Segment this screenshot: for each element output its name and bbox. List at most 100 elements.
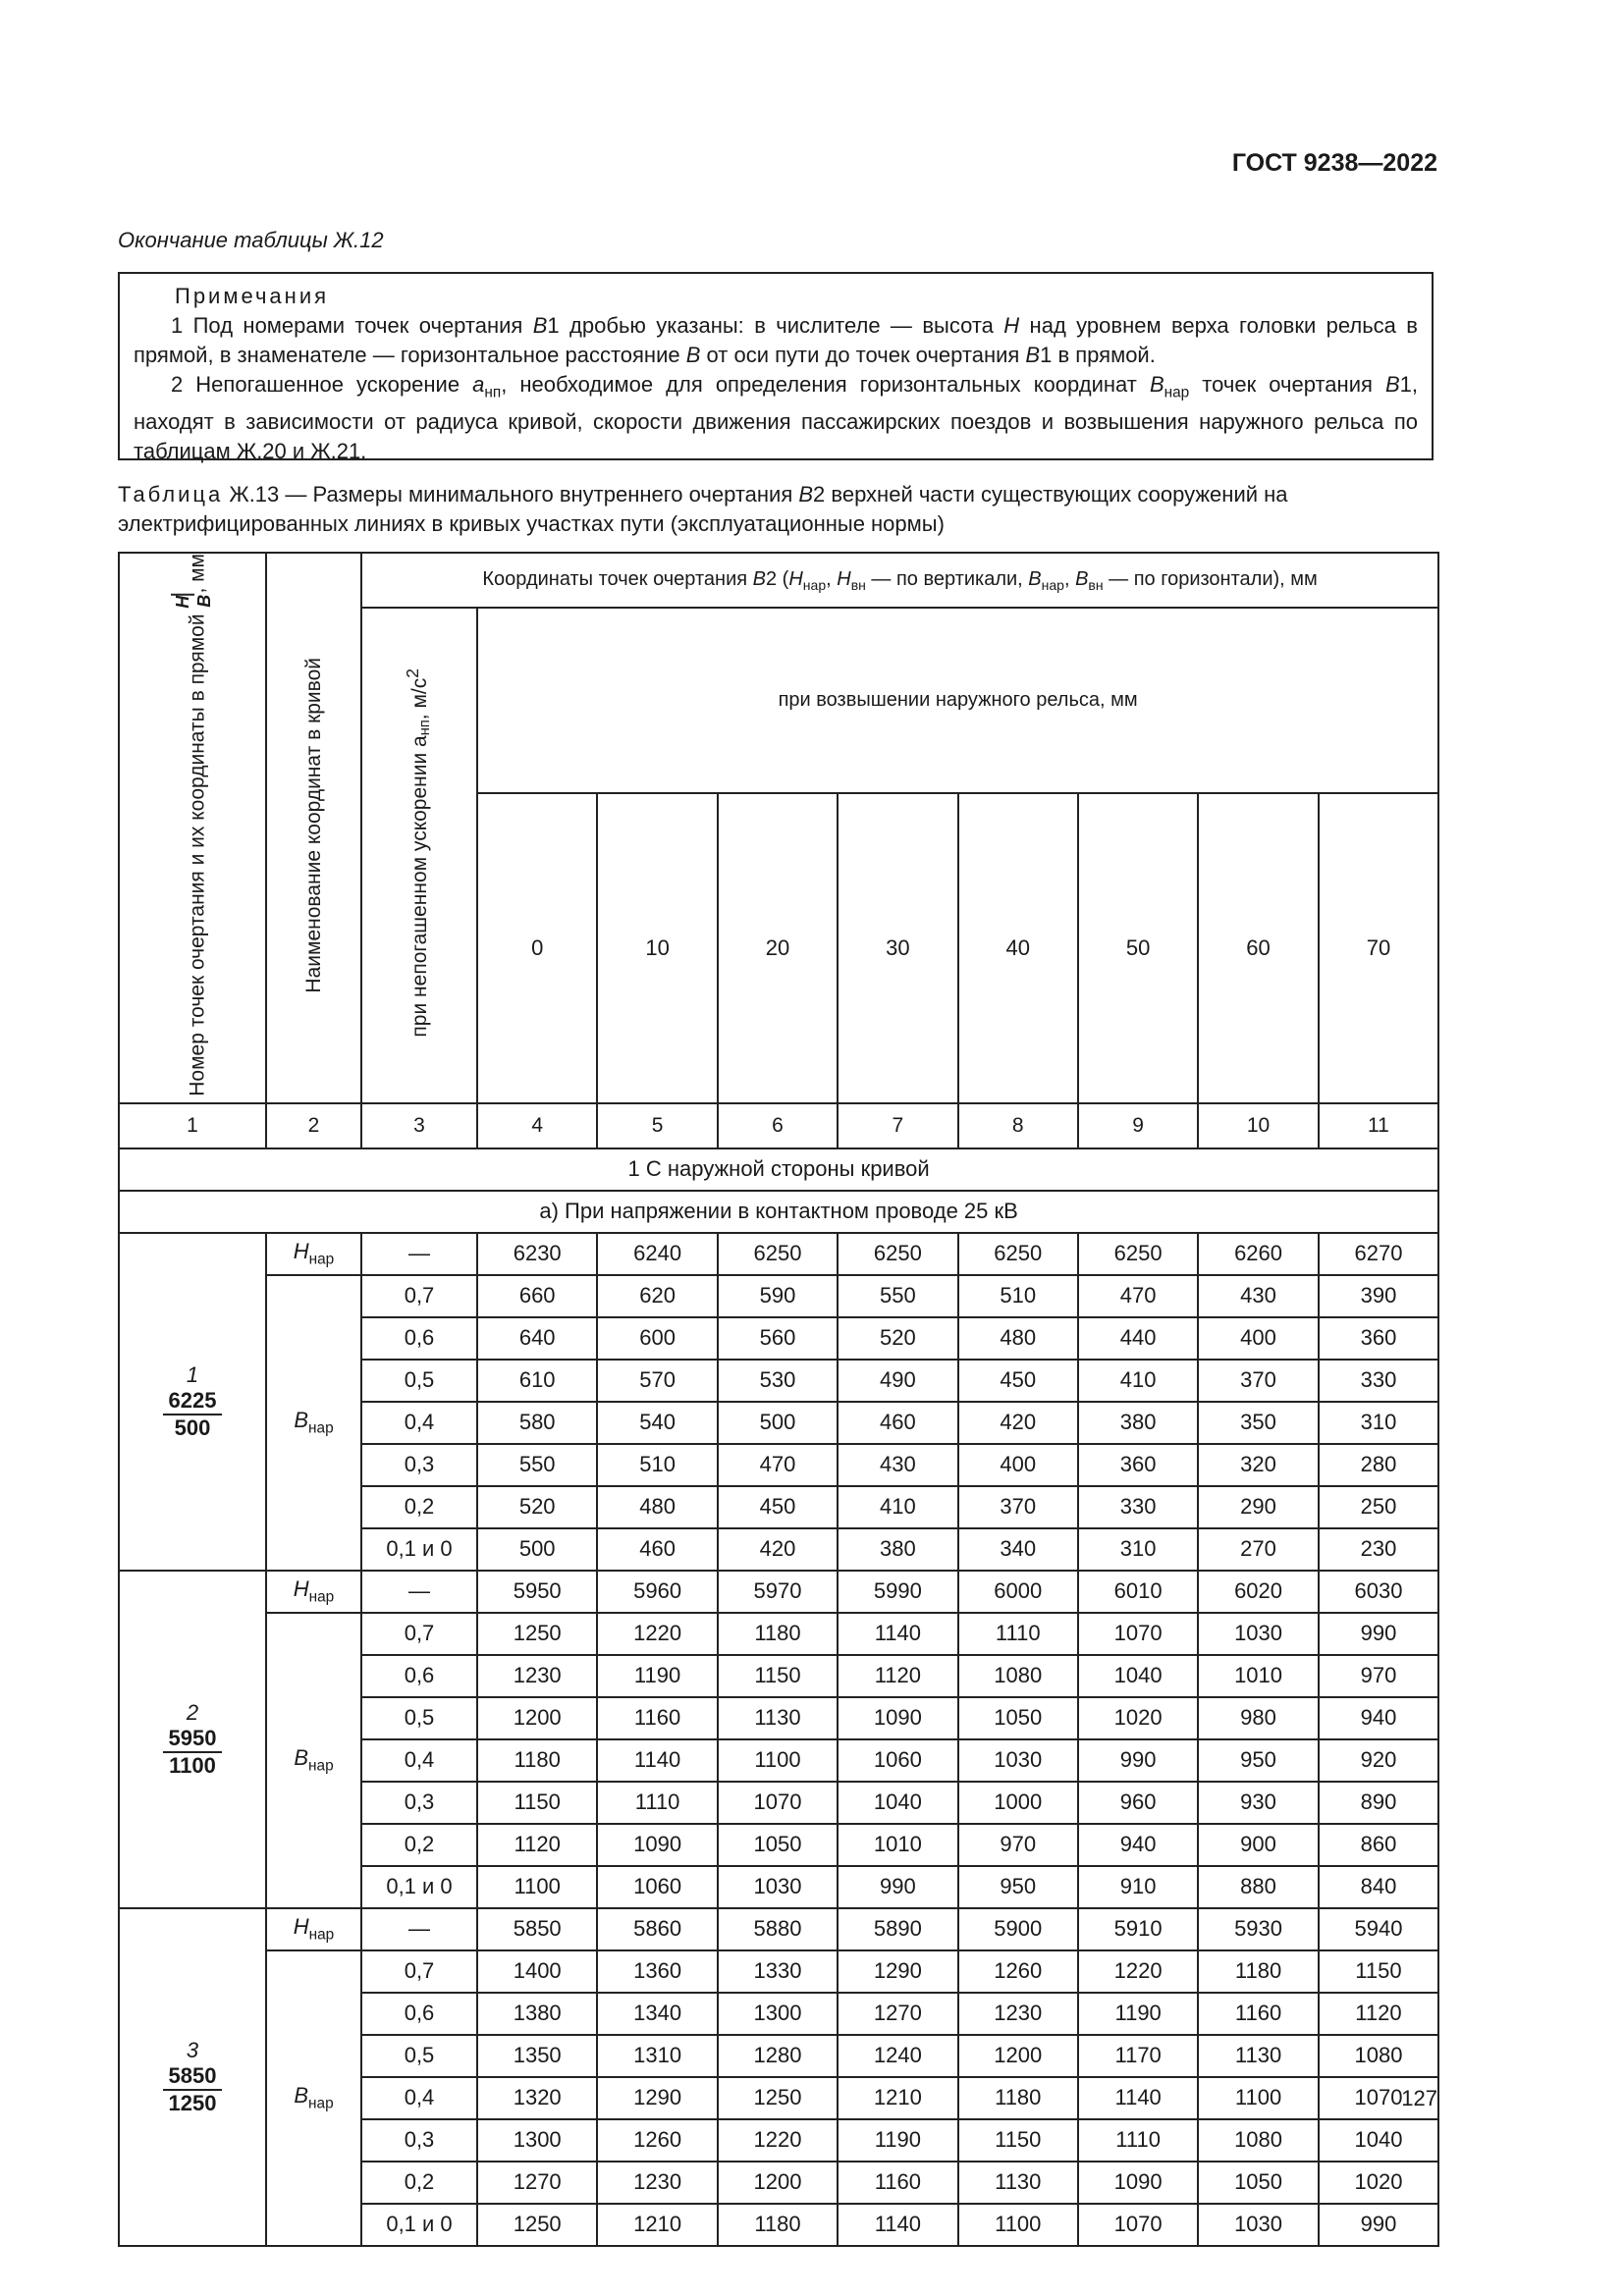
elevation-header: 20 <box>716 792 839 1104</box>
header-symbol: B <box>1075 567 1089 590</box>
value-cell: 930 <box>1197 1780 1320 1825</box>
value-cell: 1250 <box>475 1611 599 1656</box>
value-cell: 1160 <box>1197 1991 1320 2036</box>
header-symbol: B <box>1028 567 1042 590</box>
header-symbol: B <box>752 567 766 590</box>
value-cell: 450 <box>716 1484 839 1529</box>
point-height: 5850 <box>163 2063 222 2091</box>
value-cell: 860 <box>1317 1822 1440 1867</box>
value-cell: 1180 <box>475 1737 599 1783</box>
dimensions-table: Номер точек очертания и их координаты в … <box>117 552 1440 2247</box>
table-caption: Таблица Ж.13 — Размеры минимального внут… <box>118 480 1437 539</box>
value-cell: 1150 <box>716 1653 839 1698</box>
value-cell: 1140 <box>837 2202 959 2247</box>
acceleration-cell: 0,6 <box>360 1315 478 1361</box>
value-cell: 890 <box>1317 1780 1440 1825</box>
header-subscript: вн <box>1088 576 1104 593</box>
value-cell: 1100 <box>1197 2075 1320 2120</box>
value-cell: 1100 <box>475 1864 599 1909</box>
coordinate-subscript: нар <box>308 1419 334 1437</box>
value-cell: 1050 <box>956 1695 1079 1740</box>
note-text: 2 Непогашенное ускорение <box>171 372 473 397</box>
value-cell: 1270 <box>475 2160 599 2205</box>
acceleration-cell: 0,5 <box>360 1358 478 1403</box>
value-cell: 1140 <box>596 1737 719 1783</box>
value-cell: 520 <box>475 1484 599 1529</box>
value-cell: 1220 <box>1076 1949 1200 1994</box>
acceleration-cell: 0,7 <box>360 1949 478 1994</box>
column-number: 7 <box>837 1101 959 1149</box>
col-header-point: Номер точек очертания и их координаты в … <box>118 552 267 1104</box>
header-text: при непогашенном ускорении a <box>408 734 432 1038</box>
value-cell: 1230 <box>475 1653 599 1698</box>
section-heading: 1 С наружной стороны кривой <box>117 1147 1440 1192</box>
header-subscript: нар <box>802 576 827 593</box>
coordinate-symbol: B <box>294 2083 309 2109</box>
value-cell: 6010 <box>1076 1569 1200 1614</box>
value-cell: 1130 <box>716 1695 839 1740</box>
note-text: точек очертания <box>1189 372 1385 397</box>
value-cell: 1270 <box>837 1991 959 2036</box>
col-header-elevation: при возвышении наружного рельса, мм <box>475 606 1440 795</box>
header-subscript: нп <box>417 719 434 735</box>
value-cell: 6260 <box>1197 1231 1320 1276</box>
coordinate-subscript: нар <box>308 1757 334 1775</box>
value-cell: 1110 <box>596 1780 719 1825</box>
point-number: 1 <box>186 1362 199 1387</box>
value-cell: 880 <box>1197 1864 1320 1909</box>
header-text: — по вертикали, <box>865 567 1029 590</box>
value-cell: 6250 <box>956 1231 1079 1276</box>
value-cell: 6230 <box>475 1231 599 1276</box>
value-cell: 450 <box>956 1358 1079 1403</box>
note-text: 1, находят в зависимости от радиуса крив… <box>134 372 1418 464</box>
value-cell: 1040 <box>837 1780 959 1825</box>
value-cell: 1150 <box>956 2117 1079 2163</box>
coordinate-subscript: нар <box>308 1926 335 1944</box>
value-cell: 1250 <box>475 2202 599 2247</box>
value-cell: 1150 <box>475 1780 599 1825</box>
value-cell: 970 <box>956 1822 1079 1867</box>
value-cell: 1160 <box>837 2160 959 2205</box>
coordinate-name: Hнар <box>265 1231 362 1276</box>
table-row: Bнар 0,7 1250 1220 1180 1140 1110 1070 1030 990 <box>119 1611 1440 1909</box>
value-cell: 1070 <box>1317 2075 1440 2120</box>
value-cell: 1190 <box>1076 1991 1200 2036</box>
value-cell: 1030 <box>1197 2202 1320 2247</box>
value-cell: 900 <box>1197 1822 1320 1867</box>
value-cell: 6030 <box>1317 1569 1440 1614</box>
value-cell: 5960 <box>596 1569 719 1614</box>
value-cell: 910 <box>1076 1864 1200 1909</box>
table-row: 0,1 и 0 500 460 420 380 340 310 270 230 <box>119 1526 1440 1572</box>
header-text: 2 ( <box>766 567 789 590</box>
value-cell: 440 <box>1076 1315 1200 1361</box>
value-cell: 520 <box>837 1315 959 1361</box>
value-cell: 380 <box>1076 1400 1200 1445</box>
value-cell: 1030 <box>956 1737 1079 1783</box>
value-cell: 950 <box>956 1864 1079 1909</box>
value-cell: 940 <box>1076 1822 1200 1867</box>
acceleration-cell: 0,3 <box>360 1442 478 1487</box>
table-row: 0,6 1380 1340 1300 1270 1230 1190 1160 1120 <box>119 1991 1440 2036</box>
point-height: 6225 <box>163 1388 222 1415</box>
elevation-header: 70 <box>1317 792 1440 1104</box>
value-cell: 400 <box>1197 1315 1320 1361</box>
notes-title: Примечания <box>175 284 330 308</box>
acceleration-cell: 0,4 <box>360 1737 478 1783</box>
value-cell: 1070 <box>716 1780 839 1825</box>
value-cell: 400 <box>956 1442 1079 1487</box>
value-cell: 460 <box>596 1526 719 1572</box>
value-cell: 1090 <box>596 1822 719 1867</box>
value-cell: 1230 <box>956 1991 1079 2036</box>
value-cell: 320 <box>1197 1442 1320 1487</box>
value-cell: 1000 <box>956 1780 1079 1825</box>
caption-text: 2 верхней части существующих сооружений … <box>118 482 1288 536</box>
value-cell: 6000 <box>956 1569 1079 1614</box>
table-row: 0,5 1200 1160 1130 1090 1050 1020 980 940 <box>119 1695 1440 1740</box>
coordinate-subscript: нар <box>308 1251 335 1268</box>
value-cell: 470 <box>716 1442 839 1487</box>
value-cell: 230 <box>1317 1526 1440 1572</box>
value-cell: 1050 <box>1197 2160 1320 2205</box>
elevation-header: 50 <box>1076 792 1200 1104</box>
value-cell: 350 <box>1197 1400 1320 1445</box>
value-cell: 590 <box>716 1273 839 1318</box>
